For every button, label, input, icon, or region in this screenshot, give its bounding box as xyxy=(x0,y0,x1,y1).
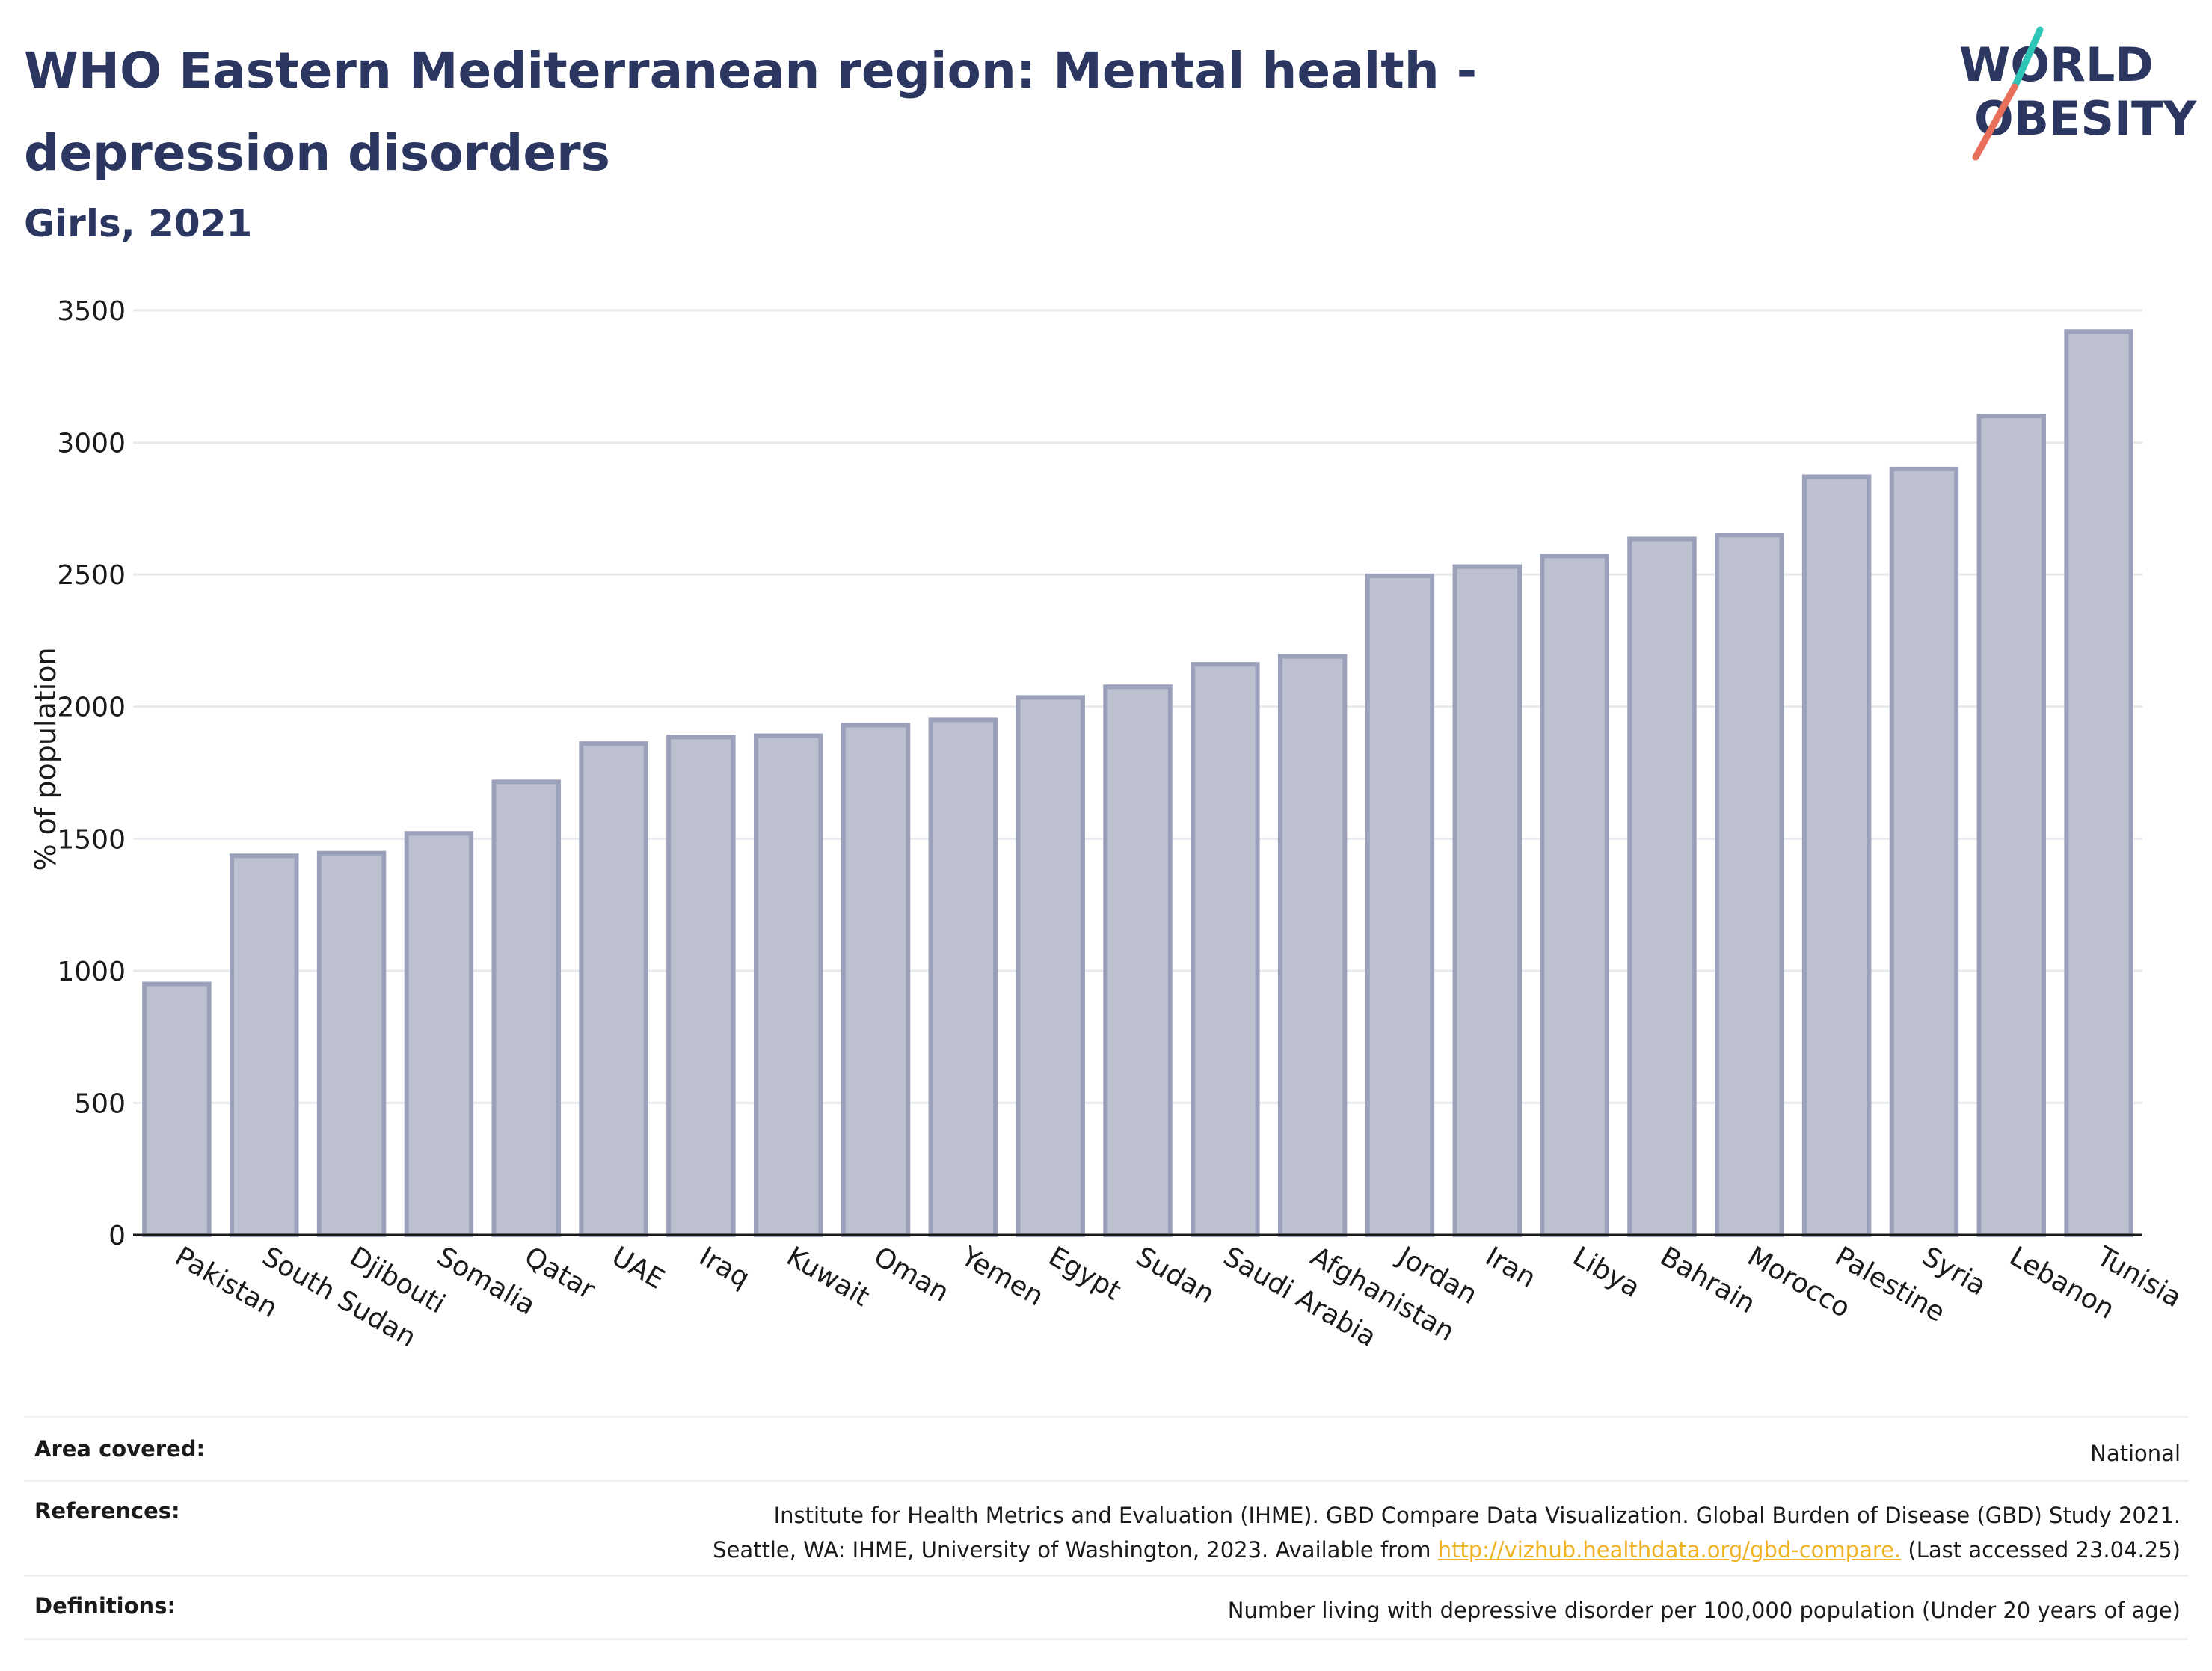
x-tick-label: Egypt xyxy=(1043,1241,1125,1306)
bar-pakistan xyxy=(142,981,212,1237)
y-tick-label: 1000 xyxy=(57,957,126,987)
x-tick-label: Yemen xyxy=(955,1241,1048,1313)
bar-palestine xyxy=(1801,474,1872,1237)
bar-libya xyxy=(1540,554,1609,1237)
logo-word-world: WORLD xyxy=(1959,37,2154,92)
bar-kuwait xyxy=(753,733,823,1237)
bar-yemen xyxy=(928,717,998,1237)
bar-afghanistan xyxy=(1277,654,1348,1237)
footer-row-references: References: Institute for Health Metrics… xyxy=(24,1480,2188,1575)
x-tick-label: Iran xyxy=(1480,1241,1540,1294)
y-axis-ticks: 0 500 1000 1500 2000 2500 3000 3500 xyxy=(57,296,126,1251)
chart-footer: Area covered: National References: Insti… xyxy=(24,1416,2188,1640)
x-tick-label: Sudan xyxy=(1131,1241,1220,1310)
bar-sudan xyxy=(1103,684,1173,1237)
chart-title: WHO Eastern Mediterranean region: Mental… xyxy=(24,42,1478,182)
bar-syria xyxy=(1889,466,1959,1237)
y-tick-label: 2500 xyxy=(57,560,126,591)
x-tick-label: UAE xyxy=(606,1241,669,1295)
definitions-value: Number living with depressive disorder p… xyxy=(1227,1598,2181,1623)
bar-morocco xyxy=(1715,533,1784,1237)
y-tick-label: 500 xyxy=(74,1088,126,1119)
bar-jordan xyxy=(1365,573,1435,1237)
bar-lebanon xyxy=(1976,414,2046,1237)
references-line-1: Institute for Health Metrics and Evaluat… xyxy=(773,1503,2181,1528)
bar-somalia xyxy=(404,831,474,1238)
x-tick-label: Kuwait xyxy=(781,1241,875,1313)
bar-egypt xyxy=(1016,695,1085,1237)
bar-south-sudan xyxy=(230,853,299,1237)
logo-word-obesity: OBESITY xyxy=(1974,91,2197,146)
bar-bahrain xyxy=(1627,536,1697,1237)
references-line-2-suffix: (Last accessed 23.04.25) xyxy=(1901,1537,2181,1563)
bar-saudi-arabia xyxy=(1191,662,1260,1237)
references-value: Institute for Health Metrics and Evaluat… xyxy=(713,1498,2181,1567)
y-tick-label: 2000 xyxy=(57,693,126,723)
y-tick-label: 3500 xyxy=(57,296,126,327)
footer-row-area: Area covered: National xyxy=(24,1416,2188,1480)
x-tick-label: Oman xyxy=(869,1241,954,1308)
references-link[interactable]: http://vizhub.healthdata.org/gbd-compare… xyxy=(1437,1537,1902,1563)
y-tick-label: 3000 xyxy=(57,429,126,459)
footer-row-definitions: Definitions: Number living with depressi… xyxy=(24,1575,2188,1640)
bar-chart: 0 500 1000 1500 2000 2500 3000 3500 PakistanSou… xyxy=(29,296,2187,1354)
area-covered-value: National xyxy=(2090,1441,2181,1466)
definitions-label: Definitions: xyxy=(34,1593,176,1619)
logo-slash-coral xyxy=(1972,83,2018,161)
logo-slash-teal xyxy=(2011,26,2044,91)
bar-qatar xyxy=(491,779,561,1237)
bar-uae xyxy=(579,741,648,1237)
bar-iraq xyxy=(666,735,736,1237)
references-line-2: Seattle, WA: IHME, University of Washing… xyxy=(713,1533,2181,1567)
y-tick-label: 0 xyxy=(108,1221,126,1251)
x-tick-label: Libya xyxy=(1567,1241,1645,1304)
bars xyxy=(142,329,2133,1238)
bar-djibouti xyxy=(316,850,387,1238)
x-tick-label: Somalia xyxy=(431,1241,540,1322)
references-line-2-text: Seattle, WA: IHME, University of Washing… xyxy=(713,1537,1438,1563)
area-covered-label: Area covered: xyxy=(34,1436,206,1462)
bar-tunisia xyxy=(2064,329,2133,1237)
bar-iran xyxy=(1452,564,1523,1237)
y-tick-label: 1500 xyxy=(57,824,126,855)
y-axis-label: % of population xyxy=(29,647,62,871)
x-tick-label: Iraq xyxy=(694,1241,755,1294)
x-tick-label: Bahrain xyxy=(1655,1241,1760,1319)
references-label: References: xyxy=(34,1498,180,1524)
chart-subtitle: Girls, 2021 xyxy=(24,202,253,245)
world-obesity-logo: WORLD OBESITY xyxy=(1959,26,2197,161)
bar-oman xyxy=(841,723,911,1237)
